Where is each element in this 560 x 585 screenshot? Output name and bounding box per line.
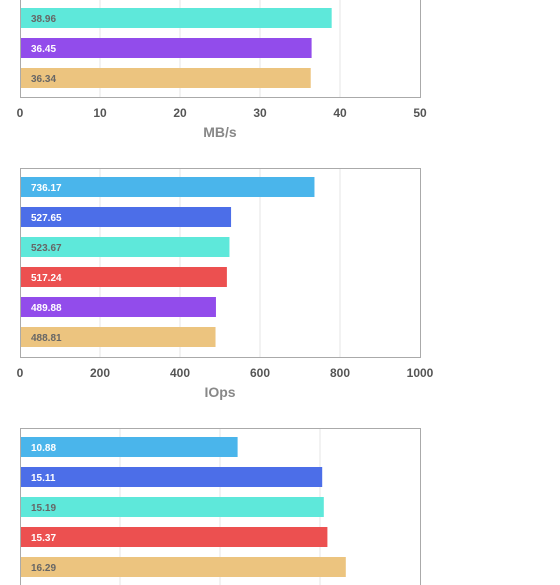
chart-2: 736.17 527.65 523.67 517.24 489.88 488.81 0 200… (17, 168, 434, 400)
bar (20, 557, 346, 577)
x-tick-label: 40 (333, 106, 347, 120)
bar-value-label: 517.24 (31, 273, 62, 284)
bar-value-label: 488.81 (31, 333, 62, 344)
bar-value-label: 36.45 (31, 44, 56, 55)
bar (20, 68, 311, 88)
x-tick-label: 0 (17, 106, 24, 120)
bar (20, 207, 232, 227)
plot-frame (20, 168, 421, 358)
bar (20, 497, 324, 517)
bar-value-label: 15.11 (31, 473, 56, 484)
x-axis-label: IOps (204, 384, 235, 400)
bar (20, 237, 230, 257)
x-tick-label: 800 (330, 366, 350, 380)
x-tick-label: 0 (17, 366, 24, 380)
bar-value-label: 38.96 (31, 14, 56, 25)
bar-value-label: 489.88 (31, 303, 62, 314)
bar-value-label: 15.19 (31, 503, 56, 514)
bar-value-label: 527.65 (31, 213, 62, 224)
bar-value-label: 736.17 (31, 183, 62, 194)
bar (20, 527, 328, 547)
x-tick-label: 50 (413, 106, 427, 120)
chart-1: 38.96 36.45 36.34 0 10 20 30 40 50 MB/s (17, 0, 427, 140)
x-tick-label: 10 (93, 106, 107, 120)
plot-frame (20, 428, 421, 585)
bar-value-label: 16.29 (31, 563, 56, 574)
x-tick-label: 400 (170, 366, 190, 380)
bar-value-label: 523.67 (31, 243, 62, 254)
x-axis-label: MB/s (203, 124, 237, 140)
x-tick-label: 600 (250, 366, 270, 380)
x-tick-label: 20 (173, 106, 187, 120)
bar (20, 327, 216, 347)
bar (20, 297, 216, 317)
chart-3: 10.88 15.11 15.19 15.37 16.29 (20, 428, 421, 585)
bar (20, 177, 315, 197)
bar-value-label: 36.34 (31, 74, 56, 85)
bar (20, 437, 238, 457)
bar (20, 467, 323, 487)
bar-value-label: 10.88 (31, 443, 56, 454)
x-tick-label: 200 (90, 366, 110, 380)
bar (20, 267, 227, 287)
x-tick-label: 30 (253, 106, 267, 120)
bar (20, 38, 312, 58)
x-tick-label: 1000 (407, 366, 434, 380)
bar (20, 8, 332, 28)
plot-frame (20, 0, 421, 98)
bar-value-label: 15.37 (31, 533, 56, 544)
